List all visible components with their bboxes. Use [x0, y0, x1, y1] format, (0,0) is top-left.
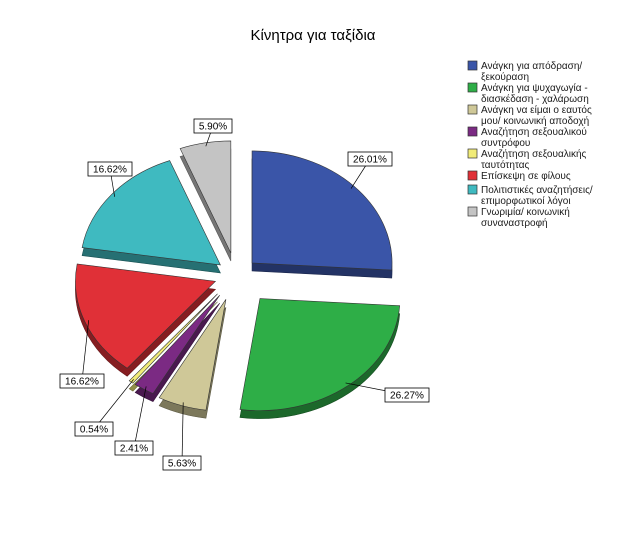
- legend-label-4: Αναζήτηση σεξουαλικού συντρόφου: [481, 126, 587, 149]
- pie-slice-3: [158, 299, 227, 411]
- label-leader-4: [133, 386, 147, 449]
- pie-slice-8: [179, 140, 232, 254]
- label-box-7: [87, 161, 133, 177]
- pie-slice-5: [128, 293, 218, 384]
- data-label-7: 16.62%: [93, 165, 127, 176]
- label-box-2: [384, 387, 430, 403]
- data-label-1: 26.01%: [353, 155, 387, 166]
- label-box-6: [59, 373, 105, 389]
- pie-slice-7: [81, 160, 221, 266]
- data-label-4: 2.41%: [120, 444, 148, 455]
- data-label-3: 5.63%: [168, 459, 196, 470]
- label-box-8: [193, 118, 233, 134]
- data-label-8: 5.90%: [199, 122, 227, 133]
- legend-swatch-7: [467, 184, 478, 195]
- pie-slice-1: [251, 150, 393, 271]
- slice-labels: 26.01% 26.27% 5.63% 2.41% 0.54% 16.62% 16.62% 5…: [59, 118, 430, 471]
- legend-swatch-2: [467, 82, 478, 93]
- pie-slice-4: [134, 294, 220, 394]
- data-label-2: 26.27%: [390, 391, 424, 402]
- data-label-5: 0.54%: [80, 425, 108, 436]
- legend-swatch-3: [467, 104, 478, 115]
- legend-swatch-8: [467, 206, 478, 217]
- legend-label-5: Αναζήτηση σεξουαλικής ταυτότητας: [481, 148, 587, 171]
- legend-label-2: Ανάγκη για ψυχαγωγία -διασκέδαση - χαλάρ…: [481, 82, 589, 105]
- legend-label-1: Ανάγκη για απόδραση/ξεκούραση: [481, 60, 582, 83]
- legend-swatch-1: [467, 60, 478, 71]
- legend-label-7: Πολιτιστικές αναζητήσεις/επιμορφωτικοί λ…: [481, 184, 593, 207]
- label-box-3: [162, 455, 202, 471]
- label-box-5: [74, 421, 114, 437]
- legend-swatch-4: [467, 126, 478, 137]
- legend-label-3: Ανάγκη να είμαι ο εαυτός μου/ κοινωνική α…: [481, 104, 592, 127]
- label-box-4: [114, 440, 154, 456]
- legend-swatch-5: [467, 148, 478, 159]
- label-leader-3: [181, 402, 184, 464]
- label-leader-5: [93, 379, 134, 430]
- pie-slice-2: [239, 298, 400, 411]
- pie-slice-6: [75, 263, 217, 369]
- pie-slices: [75, 140, 400, 411]
- legend-label-8: Γνωριμία/ κοινωνική συναναστροφή: [481, 206, 570, 229]
- legend-swatch-6: [467, 170, 478, 181]
- legend-label-6: Επίσκεψη σε φίλους: [481, 170, 571, 182]
- data-label-6: 16.62%: [65, 377, 99, 388]
- chart-title: Κίνητρα για ταξίδια: [251, 27, 376, 44]
- label-leader-6: [81, 320, 90, 382]
- label-box-1: [347, 151, 393, 167]
